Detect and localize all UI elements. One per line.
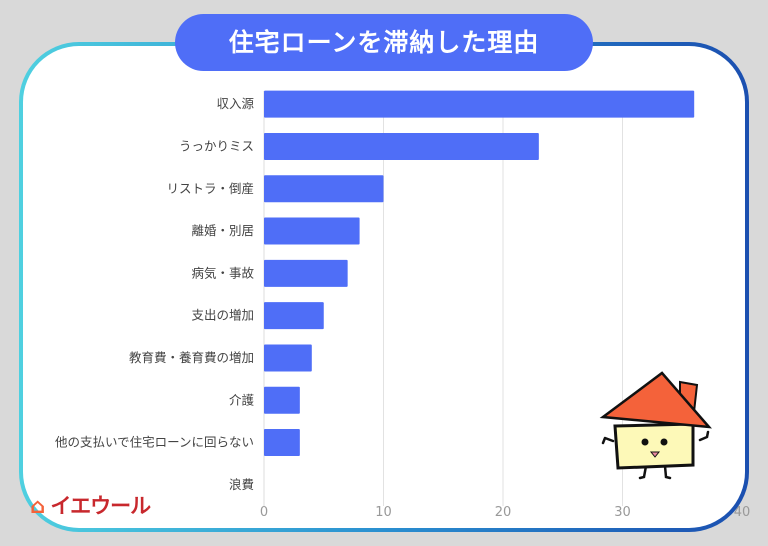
x-tick-label: 0 — [260, 505, 268, 520]
category-label: 離婚・別居 — [191, 223, 254, 238]
category-label: 支出の増加 — [191, 308, 254, 323]
category-label: 収入源 — [216, 96, 254, 111]
x-tick-label: 10 — [375, 505, 392, 520]
bar — [264, 344, 312, 372]
x-tick-label: 20 — [495, 505, 512, 520]
bar — [264, 386, 300, 414]
bar — [264, 90, 695, 118]
x-tick-label: 30 — [614, 505, 631, 520]
category-label: 介護 — [229, 392, 255, 407]
category-label: 浪費 — [229, 477, 254, 492]
bar — [264, 429, 300, 457]
bar — [264, 132, 539, 160]
ieul-logo: ⌂ イエウール — [30, 494, 151, 518]
bar — [264, 259, 348, 287]
category-label: うっかりミス — [179, 138, 254, 153]
category-label: リストラ・倒産 — [166, 181, 254, 196]
bar — [264, 302, 324, 330]
chart-title: 住宅ローンを滞納した理由 — [175, 14, 593, 71]
category-label: 病気・事故 — [191, 265, 254, 280]
x-tick-label: 40 — [734, 505, 751, 520]
bar — [264, 175, 384, 203]
bar — [264, 217, 360, 245]
category-label: 教育費・養育費の増加 — [129, 350, 254, 365]
category-label: 他の支払いで住宅ローンに回らない — [55, 435, 254, 450]
